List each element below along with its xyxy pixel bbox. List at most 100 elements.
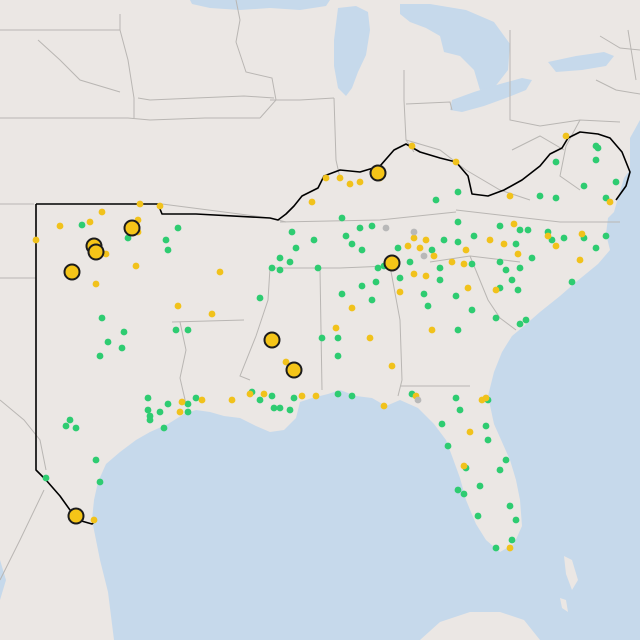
green-point[interactable] (104, 338, 112, 346)
large-marker[interactable] (63, 263, 81, 281)
yellow-point[interactable] (562, 132, 570, 140)
green-point[interactable] (124, 234, 132, 242)
yellow-point[interactable] (416, 244, 424, 252)
green-point[interactable] (508, 276, 516, 284)
green-point[interactable] (348, 240, 356, 248)
yellow-point[interactable] (366, 334, 374, 342)
yellow-point[interactable] (460, 260, 468, 268)
yellow-point[interactable] (506, 544, 514, 552)
green-point[interactable] (78, 221, 86, 229)
green-point[interactable] (454, 238, 462, 246)
green-point[interactable] (156, 408, 164, 416)
yellow-point[interactable] (430, 252, 438, 260)
green-point[interactable] (118, 344, 126, 352)
gray-point[interactable] (420, 252, 428, 260)
green-point[interactable] (358, 246, 366, 254)
yellow-point[interactable] (348, 304, 356, 312)
green-point[interactable] (184, 408, 192, 416)
green-point[interactable] (454, 486, 462, 494)
green-point[interactable] (66, 416, 74, 424)
yellow-point[interactable] (282, 358, 290, 366)
large-marker[interactable] (67, 507, 85, 525)
yellow-point[interactable] (514, 250, 522, 258)
yellow-point[interactable] (464, 284, 472, 292)
large-marker[interactable] (285, 361, 303, 379)
green-point[interactable] (286, 258, 294, 266)
yellow-point[interactable] (322, 174, 330, 182)
gray-point[interactable] (410, 228, 418, 236)
green-point[interactable] (96, 352, 104, 360)
green-point[interactable] (396, 274, 404, 282)
yellow-point[interactable] (552, 242, 560, 250)
yellow-point[interactable] (388, 362, 396, 370)
green-point[interactable] (436, 276, 444, 284)
yellow-point[interactable] (492, 286, 500, 294)
gray-point[interactable] (382, 224, 390, 232)
yellow-point[interactable] (98, 208, 106, 216)
green-point[interactable] (160, 424, 168, 432)
green-point[interactable] (432, 196, 440, 204)
green-point[interactable] (342, 232, 350, 240)
green-point[interactable] (580, 182, 588, 190)
green-point[interactable] (334, 352, 342, 360)
yellow-point[interactable] (32, 236, 40, 244)
green-point[interactable] (522, 316, 530, 324)
yellow-point[interactable] (506, 192, 514, 200)
yellow-point[interactable] (428, 326, 436, 334)
green-point[interactable] (552, 194, 560, 202)
green-point[interactable] (144, 406, 152, 414)
green-point[interactable] (256, 294, 264, 302)
green-point[interactable] (72, 424, 80, 432)
green-point[interactable] (42, 474, 50, 482)
green-point[interactable] (120, 328, 128, 336)
yellow-point[interactable] (422, 236, 430, 244)
green-point[interactable] (496, 258, 504, 266)
green-point[interactable] (602, 232, 610, 240)
green-point[interactable] (524, 226, 532, 234)
green-point[interactable] (568, 278, 576, 286)
yellow-point[interactable] (260, 390, 268, 398)
large-marker[interactable] (87, 243, 105, 261)
green-point[interactable] (506, 502, 514, 510)
large-marker[interactable] (383, 254, 401, 272)
yellow-point[interactable] (156, 202, 164, 210)
green-point[interactable] (436, 264, 444, 272)
green-point[interactable] (482, 422, 490, 430)
green-point[interactable] (492, 544, 500, 552)
green-point[interactable] (256, 396, 264, 404)
green-point[interactable] (374, 264, 382, 272)
green-point[interactable] (514, 286, 522, 294)
green-point[interactable] (536, 192, 544, 200)
green-point[interactable] (452, 394, 460, 402)
green-point[interactable] (516, 226, 524, 234)
green-point[interactable] (406, 258, 414, 266)
green-point[interactable] (592, 244, 600, 252)
large-marker[interactable] (263, 331, 281, 349)
yellow-point[interactable] (606, 198, 614, 206)
green-point[interactable] (172, 326, 180, 334)
green-point[interactable] (372, 278, 380, 286)
yellow-point[interactable] (408, 142, 416, 150)
green-point[interactable] (438, 420, 446, 428)
green-point[interactable] (516, 320, 524, 328)
green-point[interactable] (512, 240, 520, 248)
green-point[interactable] (310, 236, 318, 244)
green-point[interactable] (468, 260, 476, 268)
green-point[interactable] (270, 404, 278, 412)
green-point[interactable] (146, 416, 154, 424)
yellow-point[interactable] (90, 516, 98, 524)
green-point[interactable] (368, 296, 376, 304)
green-point[interactable] (420, 290, 428, 298)
green-point[interactable] (368, 222, 376, 230)
green-point[interactable] (174, 224, 182, 232)
green-point[interactable] (460, 490, 468, 498)
green-point[interactable] (496, 466, 504, 474)
yellow-point[interactable] (576, 256, 584, 264)
green-point[interactable] (184, 400, 192, 408)
yellow-point[interactable] (452, 158, 460, 166)
green-point[interactable] (290, 394, 298, 402)
green-point[interactable] (292, 244, 300, 252)
yellow-point[interactable] (228, 396, 236, 404)
green-point[interactable] (276, 404, 284, 412)
green-point[interactable] (318, 334, 326, 342)
